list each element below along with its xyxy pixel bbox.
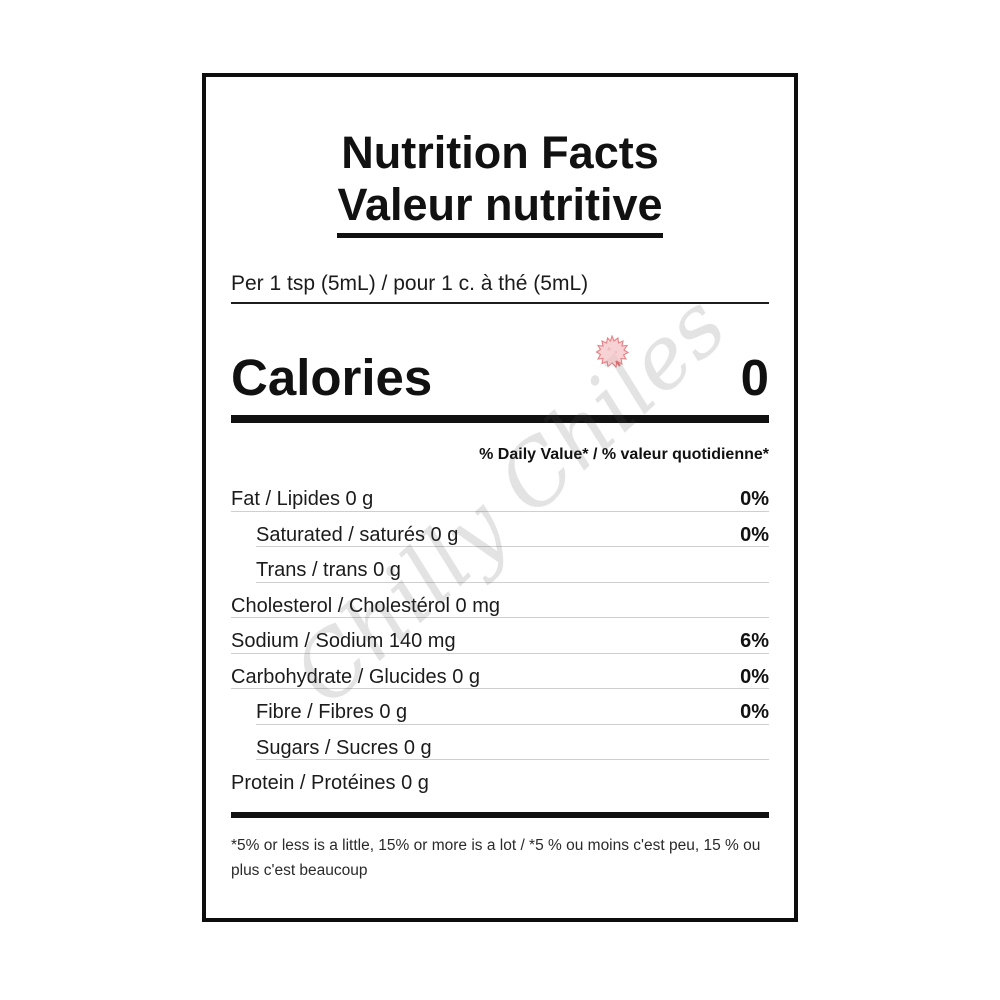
- row-rule: [256, 581, 769, 583]
- table-row-trans: Trans / trans 0 g: [256, 553, 769, 589]
- nutrient-name: Cholesterol / Cholestérol 0 mg: [231, 594, 501, 617]
- nutrient-value: 6%: [740, 630, 769, 652]
- nutrition-facts-box: Nutrition Facts Valeur nutritive Per 1 t…: [202, 73, 798, 922]
- calories-label: Calories: [231, 349, 433, 406]
- divider-thick-bar: [231, 415, 769, 423]
- nutrient-name: Trans / trans 0 g: [256, 559, 401, 581]
- nutrient-name: Sodium / Sodium 140 mg: [231, 630, 456, 652]
- table-row-fat: Fat / Lipides 0 g 0%: [231, 482, 769, 518]
- daily-value-footnote: *5% or less is a little, 15% or more is …: [231, 836, 761, 879]
- row-rule: [231, 510, 769, 512]
- table-row-sugars: Sugars / Sucres 0 g: [256, 731, 769, 767]
- nutrition-facts-content: Nutrition Facts Valeur nutritive Per 1 t…: [206, 125, 794, 966]
- nutrient-name: Protein / Protéines 0 g: [231, 772, 429, 794]
- table-row-fibre: Fibre / Fibres 0 g 0%: [256, 695, 769, 731]
- table-row-saturated: Saturated / saturés 0 g 0%: [256, 518, 769, 554]
- table-row-carbohydrate: Carbohydrate / Glucides 0 g 0%: [231, 660, 769, 696]
- row-rule: [256, 723, 769, 725]
- nutrient-name: Saturated / saturés 0 g: [256, 523, 459, 546]
- nutrient-value: 0%: [740, 665, 769, 688]
- title-french: Valeur nutritive: [337, 180, 663, 238]
- row-rule: [231, 617, 769, 618]
- row-rule: [256, 759, 769, 760]
- nutrient-name: Carbohydrate / Glucides 0 g: [231, 665, 481, 688]
- row-rule: [231, 652, 769, 654]
- nutrient-value: 0%: [740, 701, 769, 723]
- calories-value: 0: [740, 349, 769, 406]
- serving-size-line: Per 1 tsp (5mL) / pour 1 c. à thé (5mL): [231, 271, 769, 304]
- title-french-wrap: Valeur nutritive: [231, 180, 769, 247]
- table-row-sodium: Sodium / Sodium 140 mg 6%: [231, 624, 769, 660]
- nutrient-name: Sugars / Sucres 0 g: [256, 736, 432, 759]
- nutrient-name: Fibre / Fibres 0 g: [256, 701, 408, 723]
- table-row-cholesterol: Cholesterol / Cholestérol 0 mg: [231, 589, 769, 625]
- table-row-protein: Protein / Protéines 0 g: [231, 766, 769, 802]
- title-block: Nutrition Facts Valeur nutritive: [231, 125, 769, 247]
- nutrient-name: Fat / Lipides 0 g: [231, 488, 374, 510]
- nutrient-value: 0%: [740, 523, 769, 546]
- row-rule: [231, 688, 769, 689]
- calories-row: Calories 0: [231, 352, 769, 404]
- divider-bottom-bar: [231, 811, 769, 818]
- title-english: Nutrition Facts: [341, 127, 659, 178]
- nutrient-value: 0%: [740, 488, 769, 510]
- nutrient-rows: Fat / Lipides 0 g 0% Saturated / saturés…: [231, 482, 769, 802]
- daily-value-heading: % Daily Value* / % valeur quotidienne*: [479, 446, 769, 463]
- row-rule: [256, 546, 769, 547]
